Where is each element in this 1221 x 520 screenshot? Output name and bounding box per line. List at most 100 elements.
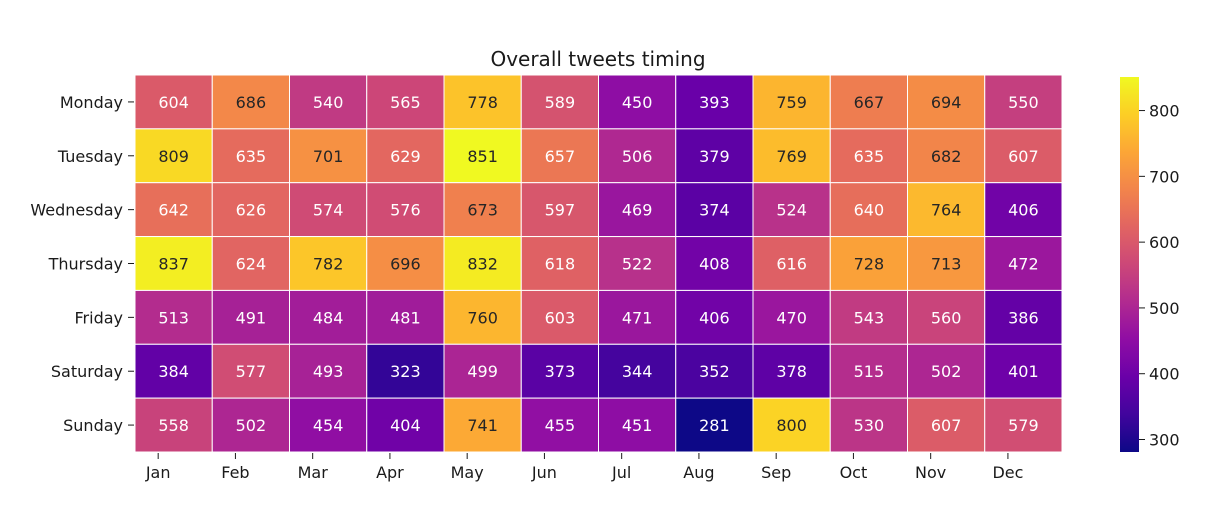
heatmap-cell	[443, 128, 522, 184]
heatmap-cell	[598, 182, 677, 238]
heatmap-cell	[984, 128, 1063, 184]
column-label: Mar	[298, 463, 329, 482]
column-label: Aug	[683, 463, 714, 482]
column-labels: Jan Feb Mar Apr May Jun Jul Aug Sep Oct Nov Dec	[145, 453, 1023, 482]
cell-value-label: 560	[931, 308, 962, 327]
heatmap-cell	[366, 236, 445, 291]
row-label: Tuesday	[57, 147, 123, 166]
heatmap-cell	[134, 343, 213, 399]
cell-value-label: 455	[545, 416, 576, 435]
cell-value-label: 472	[1008, 255, 1039, 274]
heatmap-cell	[752, 397, 831, 453]
heatmap-cell	[752, 128, 831, 184]
cell-value-label: 522	[622, 255, 653, 274]
heatmap-cell	[752, 343, 831, 399]
heatmap-cell	[520, 397, 599, 453]
heatmap-cell	[907, 236, 986, 291]
column-label: Jun	[531, 463, 557, 482]
heatmap-cell	[211, 128, 290, 184]
colorbar-gradient	[1120, 77, 1139, 452]
cell-value-label: 682	[931, 147, 962, 166]
column-label: Nov	[915, 463, 946, 482]
cell-value-label: 530	[854, 416, 885, 435]
column-label: Apr	[376, 463, 404, 482]
heatmap-cell	[829, 236, 908, 291]
cell-value-label: 550	[1008, 93, 1039, 112]
column-label: Jan	[145, 463, 171, 482]
chart-title: Overall tweets timing	[490, 47, 705, 71]
cell-value-label: 469	[622, 201, 653, 220]
heatmap-cells: 604 686 540 565 778 589 450 393 759 667 694 550 809 6…	[134, 74, 1063, 453]
heatmap-cell	[598, 236, 677, 291]
cell-value-label: 493	[313, 362, 344, 381]
heatmap-cell	[134, 289, 213, 345]
cell-value-label: 506	[622, 147, 653, 166]
cell-value-label: 624	[236, 255, 267, 274]
heatmap-cell	[443, 289, 522, 345]
cell-value-label: 401	[1008, 362, 1039, 381]
heatmap-cell	[598, 343, 677, 399]
heatmap-cell	[675, 289, 754, 345]
cell-value-label: 574	[313, 201, 344, 220]
cell-value-label: 607	[1008, 147, 1039, 166]
heatmap-cell	[829, 343, 908, 399]
colorbar: 300 400 500 600 700 800	[1120, 77, 1180, 452]
colorbar-tick-label: 300	[1149, 431, 1180, 450]
heatmap-cell	[134, 182, 213, 238]
cell-value-label: 618	[545, 255, 576, 274]
row-label: Thursday	[48, 255, 123, 274]
colorbar-tick-label: 700	[1149, 167, 1180, 186]
cell-value-label: 673	[467, 201, 498, 220]
row-label: Friday	[75, 308, 124, 327]
heatmap-cell	[984, 236, 1063, 291]
heatmap-cell	[984, 182, 1063, 238]
heatmap-cell	[520, 343, 599, 399]
column-label: May	[451, 463, 484, 482]
cell-value-label: 513	[158, 308, 189, 327]
heatmap-cell	[984, 343, 1063, 399]
cell-value-label: 577	[236, 362, 267, 381]
cell-value-label: 603	[545, 308, 576, 327]
colorbar-tick-label: 500	[1149, 299, 1180, 318]
cell-value-label: 837	[158, 255, 189, 274]
cell-value-label: 558	[158, 416, 189, 435]
cell-value-label: 406	[699, 308, 730, 327]
cell-value-label: 701	[313, 147, 344, 166]
heatmap-cell	[520, 128, 599, 184]
heatmap-cell	[984, 397, 1063, 453]
cell-value-label: 760	[467, 308, 498, 327]
cell-value-label: 642	[158, 201, 189, 220]
cell-value-label: 604	[158, 93, 189, 112]
heatmap-cell	[211, 74, 290, 130]
cell-value-label: 450	[622, 93, 653, 112]
heatmap-cell	[366, 182, 445, 238]
row-label: Sunday	[63, 416, 123, 435]
heatmap-cell	[134, 236, 213, 291]
heatmap-cell	[829, 128, 908, 184]
heatmap-cell	[984, 74, 1063, 130]
cell-value-label: 502	[236, 416, 267, 435]
cell-value-label: 386	[1008, 308, 1039, 327]
row-label: Saturday	[51, 362, 123, 381]
cell-value-label: 374	[699, 201, 730, 220]
heatmap-cell	[752, 236, 831, 291]
cell-value-label: 741	[467, 416, 498, 435]
cell-value-label: 379	[699, 147, 730, 166]
cell-value-label: 281	[699, 416, 730, 435]
row-label: Monday	[60, 93, 123, 112]
cell-value-label: 515	[854, 362, 885, 381]
cell-value-label: 393	[699, 93, 730, 112]
heatmap-cell	[211, 397, 290, 453]
heatmap-cell	[598, 289, 677, 345]
heatmap-cell	[211, 289, 290, 345]
cell-value-label: 373	[545, 362, 576, 381]
cell-value-label: 524	[776, 201, 807, 220]
cell-value-label: 451	[622, 416, 653, 435]
column-label: Feb	[221, 463, 249, 482]
column-label: Dec	[992, 463, 1023, 482]
cell-value-label: 851	[467, 147, 498, 166]
cell-value-label: 607	[931, 416, 962, 435]
cell-value-label: 713	[931, 255, 962, 274]
heatmap-cell	[211, 236, 290, 291]
cell-value-label: 832	[467, 255, 498, 274]
